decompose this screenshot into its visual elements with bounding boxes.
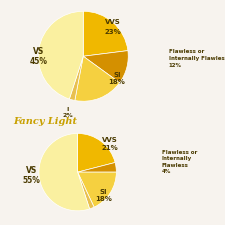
Wedge shape (78, 162, 116, 172)
Wedge shape (38, 11, 83, 99)
Text: VS
45%: VS 45% (29, 47, 47, 66)
Text: Fancy Light: Fancy Light (14, 117, 77, 126)
Wedge shape (75, 56, 120, 101)
Wedge shape (78, 172, 116, 207)
Wedge shape (83, 11, 128, 56)
Text: SI
18%: SI 18% (108, 72, 126, 85)
Wedge shape (39, 133, 90, 211)
Text: VVS
21%: VVS 21% (102, 137, 119, 151)
Wedge shape (83, 51, 128, 83)
Wedge shape (69, 56, 83, 100)
Text: VVS: VVS (105, 20, 120, 25)
Text: Flawless or
Internally Flawless
12%: Flawless or Internally Flawless 12% (169, 50, 225, 68)
Text: 23%: 23% (104, 29, 121, 34)
Wedge shape (78, 172, 94, 209)
Text: I
2%: I 2% (62, 107, 73, 118)
Text: VS
55%: VS 55% (22, 166, 40, 185)
Text: SI
18%: SI 18% (95, 189, 112, 202)
Wedge shape (78, 133, 115, 172)
Text: Flawless or
Internally
Flawless
4%: Flawless or Internally Flawless 4% (162, 150, 197, 174)
